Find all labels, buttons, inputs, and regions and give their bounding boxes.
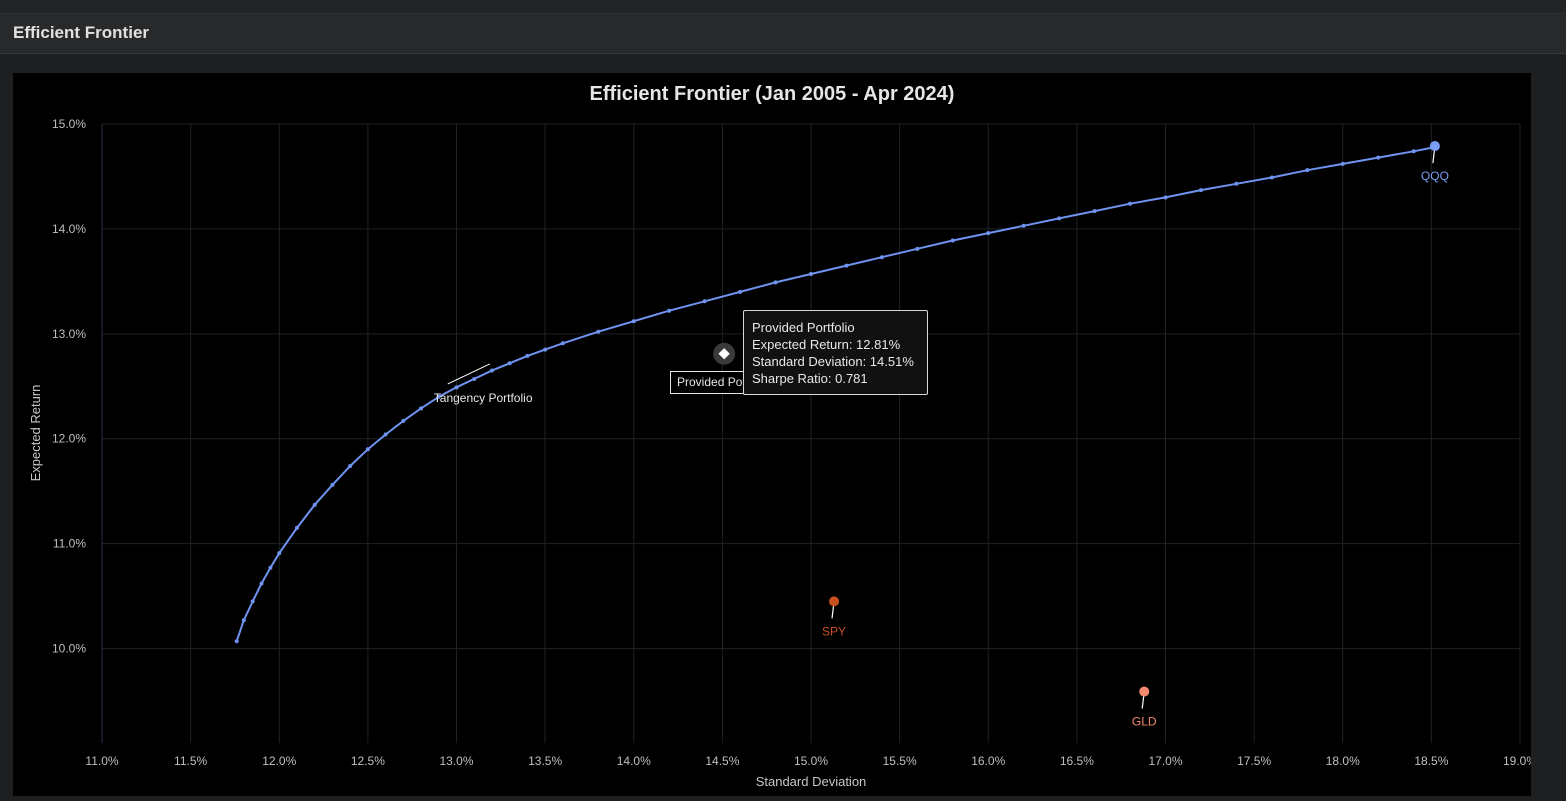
frontier-point[interactable] bbox=[1340, 161, 1345, 166]
frontier-point[interactable] bbox=[383, 432, 388, 437]
frontier-point[interactable] bbox=[809, 272, 813, 277]
x-tick-label: 12.0% bbox=[262, 754, 296, 768]
x-tick-label: 15.5% bbox=[883, 754, 917, 768]
tooltip-std-dev: Standard Deviation: 14.51% bbox=[752, 354, 914, 369]
frontier-point[interactable] bbox=[738, 289, 743, 294]
provided-portfolio-marker[interactable] bbox=[718, 348, 730, 360]
frontier-point[interactable] bbox=[1234, 181, 1239, 186]
frontier-point[interactable] bbox=[489, 368, 494, 373]
y-tick-label: 14.0% bbox=[52, 222, 86, 236]
frontier-point[interactable] bbox=[543, 347, 548, 352]
frontier-point[interactable] bbox=[1269, 175, 1274, 180]
frontier-point[interactable] bbox=[773, 280, 778, 285]
asset-label-qqq: QQQ bbox=[1421, 169, 1449, 183]
x-tick-label: 12.5% bbox=[351, 754, 385, 768]
efficient-frontier-chart[interactable]: Efficient Frontier (Jan 2005 - Apr 2024)… bbox=[13, 73, 1537, 796]
x-tick-label: 19.0% bbox=[1503, 754, 1531, 768]
asset-point-gld[interactable] bbox=[1139, 686, 1150, 697]
x-tick-label: 13.0% bbox=[439, 754, 473, 768]
frontier-point[interactable] bbox=[1092, 209, 1097, 214]
x-tick-label: 14.0% bbox=[617, 754, 651, 768]
y-tick-label: 13.0% bbox=[52, 327, 86, 341]
frontier-point[interactable] bbox=[277, 551, 282, 556]
frontier-point[interactable] bbox=[436, 394, 441, 399]
x-tick-label: 15.0% bbox=[794, 754, 828, 768]
x-tick-label: 16.0% bbox=[971, 754, 1005, 768]
frontier-point[interactable] bbox=[1163, 195, 1168, 200]
frontier-point[interactable] bbox=[1057, 216, 1062, 221]
frontier-point[interactable] bbox=[365, 447, 370, 452]
top-bar bbox=[0, 0, 1566, 14]
frontier-point[interactable] bbox=[879, 255, 884, 260]
frontier-point[interactable] bbox=[268, 565, 273, 570]
panel-header: Efficient Frontier bbox=[0, 14, 1566, 54]
frontier-point[interactable] bbox=[250, 599, 255, 604]
y-tick-label: 11.0% bbox=[53, 537, 86, 551]
frontier-point[interactable] bbox=[986, 231, 991, 236]
x-tick-label: 16.5% bbox=[1060, 754, 1094, 768]
frontier-point[interactable] bbox=[234, 639, 239, 644]
x-tick-label: 17.0% bbox=[1148, 754, 1182, 768]
frontier-point[interactable] bbox=[596, 329, 601, 334]
frontier-point[interactable] bbox=[1128, 201, 1133, 206]
frontier-point[interactable] bbox=[915, 246, 920, 251]
asset-label-spy: SPY bbox=[822, 624, 846, 638]
axes: 11.0% 11.5% 12.0% 12.5% 13.0% 13.5% 14.0% 14.5%… bbox=[52, 117, 1537, 768]
frontier-point[interactable] bbox=[844, 263, 849, 268]
x-tick-label: 11.5% bbox=[174, 754, 207, 768]
x-tick-label: 18.0% bbox=[1326, 754, 1360, 768]
frontier-point[interactable] bbox=[294, 525, 299, 530]
panel-title: Efficient Frontier bbox=[13, 23, 150, 42]
frontier-point[interactable] bbox=[330, 482, 335, 487]
frontier-point[interactable] bbox=[472, 376, 477, 381]
frontier-point[interactable] bbox=[454, 385, 459, 390]
tooltip-expected-return: Expected Return: 12.81% bbox=[752, 337, 901, 352]
frontier-point[interactable] bbox=[667, 308, 672, 313]
frontier-point[interactable] bbox=[1376, 155, 1381, 160]
y-tick-label: 10.0% bbox=[52, 642, 86, 656]
frontier-point[interactable] bbox=[560, 341, 565, 346]
frontier-point[interactable] bbox=[312, 502, 317, 507]
chart-container[interactable]: Efficient Frontier (Jan 2005 - Apr 2024)… bbox=[13, 73, 1537, 796]
tangency-line bbox=[447, 363, 490, 385]
x-axis-title: Standard Deviation bbox=[756, 774, 867, 789]
tooltip-sharpe: Sharpe Ratio: 0.781 bbox=[752, 371, 868, 386]
portfolio-tooltip: Provided Portfolio Expected Return: 12.8… bbox=[743, 310, 928, 395]
frontier-point[interactable] bbox=[401, 418, 406, 423]
frontier-point[interactable] bbox=[950, 238, 955, 243]
tooltip-title: Provided Portfolio bbox=[752, 320, 855, 335]
tangency-label: Tangency Portfolio bbox=[434, 391, 533, 405]
frontier-point[interactable] bbox=[1021, 223, 1026, 228]
x-tick-label: 17.5% bbox=[1237, 754, 1271, 768]
frontier-point[interactable] bbox=[702, 299, 707, 304]
asset-point-qqq[interactable] bbox=[1429, 141, 1440, 152]
frontier-point[interactable] bbox=[419, 406, 424, 411]
asset-label-gld: GLD bbox=[1132, 715, 1157, 729]
plot-area[interactable]: Tangency Portfolio QQQ SPY GLD bbox=[234, 141, 1449, 729]
frontier-point[interactable] bbox=[348, 464, 353, 469]
frontier-point[interactable] bbox=[241, 618, 246, 623]
frontier-point[interactable] bbox=[1305, 168, 1310, 173]
asset-point-spy[interactable] bbox=[829, 596, 840, 607]
chart-title: Efficient Frontier (Jan 2005 - Apr 2024) bbox=[590, 83, 955, 105]
y-tick-label: 12.0% bbox=[52, 432, 86, 446]
frontier-point[interactable] bbox=[525, 353, 530, 358]
frontier-point[interactable] bbox=[631, 319, 636, 324]
x-tick-label: 13.5% bbox=[528, 754, 562, 768]
frontier-point[interactable] bbox=[507, 361, 512, 366]
x-tick-label: 11.0% bbox=[85, 754, 118, 768]
y-tick-label: 15.0% bbox=[52, 117, 86, 131]
frontier-point[interactable] bbox=[259, 581, 264, 586]
y-axis-title: Expected Return bbox=[28, 385, 43, 482]
grid bbox=[101, 123, 1521, 743]
frontier-point[interactable] bbox=[1198, 188, 1203, 193]
x-tick-label: 14.5% bbox=[705, 754, 739, 768]
frontier-point[interactable] bbox=[1411, 149, 1416, 154]
x-tick-label: 18.5% bbox=[1414, 754, 1448, 768]
